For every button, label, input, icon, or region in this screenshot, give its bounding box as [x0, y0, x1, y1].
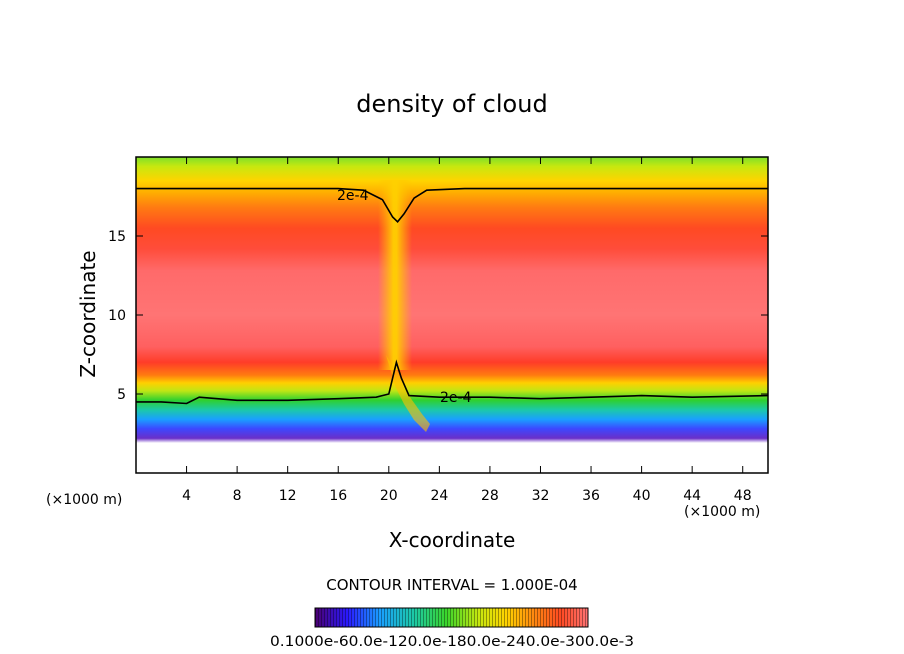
y-axis-label: Z-coordinate	[76, 250, 100, 377]
updraft-plume-bottom	[386, 355, 430, 432]
contour-lines	[136, 187, 768, 405]
contour-line-top	[136, 187, 768, 223]
x-tick-label: 24	[430, 488, 448, 504]
x-tick-label: 40	[633, 488, 651, 504]
x-tick-label: 16	[329, 488, 347, 504]
colorbar-stripes	[315, 608, 588, 627]
colorbar-labels: 0.1000e-60.0e-120.0e-180.0e-240.0e-300.0…	[270, 634, 634, 650]
y-unit-label: (×1000 m)	[46, 492, 122, 508]
contour-label-top: 2e-4	[337, 188, 369, 204]
x-tick-label: 12	[279, 488, 297, 504]
y-tick-label: 5	[117, 387, 126, 403]
x-tick-label: 28	[481, 488, 499, 504]
contour-label-bottom: 2e-4	[440, 390, 472, 406]
y-axis-ticks: 5 10 15	[108, 229, 768, 403]
contour-line-bottom	[136, 359, 768, 405]
x-tick-label: 20	[380, 488, 398, 504]
heatmap-background	[136, 157, 768, 473]
contour-interval-text: CONTOUR INTERVAL = 1.000E-04	[326, 576, 577, 594]
colorbar-frame	[314, 607, 589, 628]
chart-title: density of cloud	[356, 90, 547, 118]
y-tick-label: 15	[108, 229, 126, 245]
x-axis-label: X-coordinate	[389, 528, 516, 552]
x-unit-label: (×1000 m)	[684, 504, 760, 520]
y-tick-label: 10	[108, 308, 126, 324]
x-tick-label: 32	[532, 488, 550, 504]
heatmap-field	[136, 157, 768, 473]
x-tick-label: 48	[734, 488, 752, 504]
x-tick-label: 44	[683, 488, 701, 504]
colorbar	[314, 607, 589, 628]
x-tick-label: 8	[233, 488, 242, 504]
x-axis-ticks: 4 8 12 16 20 24 28 32 36 40 44 48	[182, 157, 752, 504]
x-tick-label: 4	[182, 488, 191, 504]
x-tick-label: 36	[582, 488, 600, 504]
